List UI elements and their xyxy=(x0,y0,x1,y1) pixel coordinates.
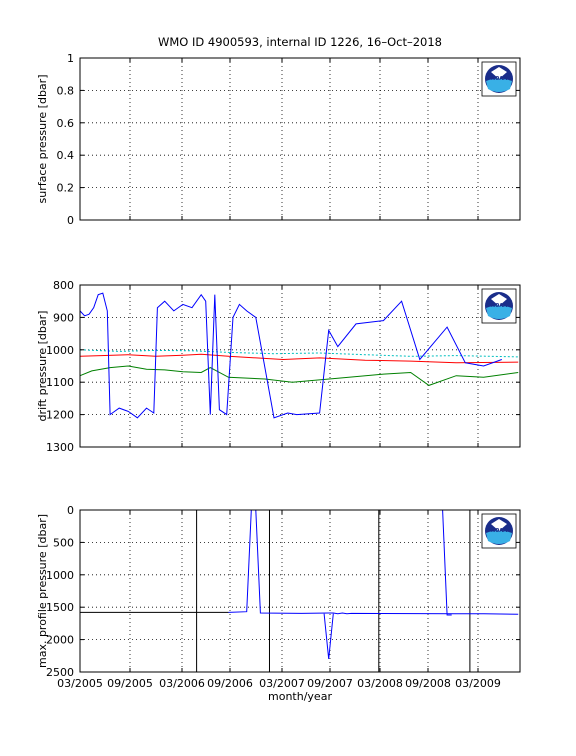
plot-area xyxy=(80,58,520,220)
series-line-4 xyxy=(442,509,452,616)
logo-text: NOAA xyxy=(491,303,507,309)
x-axis-label: month/year xyxy=(268,690,332,703)
y-axis-label: max. profile pressure [dbar] xyxy=(36,514,49,668)
y-tick-label: 900 xyxy=(53,311,74,324)
x-tick-label: 03/2006 xyxy=(159,677,205,690)
logo-text: NOAA xyxy=(491,528,507,534)
y-tick-label: 500 xyxy=(53,536,74,549)
y-tick-label: 0.6 xyxy=(57,117,75,130)
logo-wave xyxy=(486,78,512,92)
y-tick-label: 1300 xyxy=(46,441,74,454)
axes-frame xyxy=(79,509,521,673)
logo-bird xyxy=(491,519,507,531)
series-line-3 xyxy=(323,613,334,660)
x-tick-label: 03/2009 xyxy=(455,677,501,690)
noaa-logo-icon: NOAA xyxy=(481,288,517,324)
panel-2: 800 900 1000 1100 1200 1300 drift pressure [db… xyxy=(36,279,521,454)
series-line-4 xyxy=(79,292,502,419)
axes-frame xyxy=(79,284,521,448)
y-tick-label: 1000 xyxy=(46,569,74,582)
panels-group: 0 0.2 0.4 0.6 0.8 1 surface pressure [dbar] NOA… xyxy=(36,52,521,690)
series-line-3 xyxy=(79,365,519,386)
y-tick-label: 0 xyxy=(67,504,74,517)
x-tick-label: 09/2005 xyxy=(107,677,153,690)
logo-text: NOAA xyxy=(491,76,507,82)
y-axis-label: drift pressure [dbar] xyxy=(36,311,49,422)
series-line-2 xyxy=(79,353,519,364)
y-tick-label: 0.4 xyxy=(57,149,75,162)
y-tick-label: 800 xyxy=(53,279,74,292)
plot-area xyxy=(80,510,520,672)
y-tick-label: 0.2 xyxy=(57,182,75,195)
logo-bird xyxy=(491,294,507,306)
x-tick-label: 03/2008 xyxy=(357,677,403,690)
noaa-logo-icon: NOAA xyxy=(481,513,517,549)
figure-title: WMO ID 4900593, internal ID 1226, 16–Oct… xyxy=(158,35,442,49)
y-tick-label: 2000 xyxy=(46,634,74,647)
y-tick-label: 0.8 xyxy=(57,84,75,97)
x-tick-label: 03/2005 xyxy=(57,677,103,690)
y-tick-label: 0 xyxy=(67,214,74,227)
plot-area xyxy=(80,285,520,447)
y-tick-label: 2500 xyxy=(46,666,74,679)
y-tick-label: 1100 xyxy=(46,376,74,389)
panel-1: 0 0.2 0.4 0.6 0.8 1 surface pressure [dbar] NOA… xyxy=(36,52,521,227)
axes-frame xyxy=(79,57,521,221)
y-tick-label: 1000 xyxy=(46,344,74,357)
y-tick-label: 1 xyxy=(67,52,74,65)
noaa-logo-icon: NOAA xyxy=(481,61,517,97)
logo-bird xyxy=(491,67,507,79)
y-tick-label: 1200 xyxy=(46,409,74,422)
logo-wave xyxy=(486,530,512,544)
x-tick-label: 09/2008 xyxy=(405,677,451,690)
y-tick-label: 1500 xyxy=(46,601,74,614)
x-tick-label: 09/2006 xyxy=(207,677,253,690)
x-tick-label: 09/2007 xyxy=(307,677,353,690)
y-axis-label: surface pressure [dbar] xyxy=(36,75,49,204)
x-tick-label: 03/2007 xyxy=(259,677,305,690)
logo-wave xyxy=(486,305,512,319)
